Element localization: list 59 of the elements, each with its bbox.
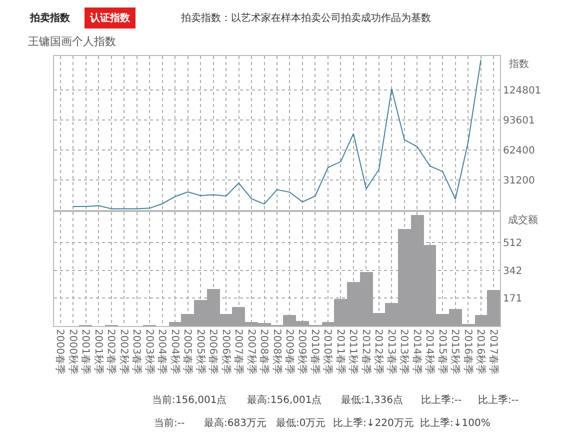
x-tick-label: 2016春季: [462, 329, 474, 374]
x-tick-label: 2007春季: [232, 329, 245, 374]
text: 认证指数: [89, 12, 131, 24]
text: 比上季:--: [421, 394, 462, 406]
x-tick-label: 2009春季: [283, 329, 296, 374]
y-axis-title: 成交额: [508, 214, 538, 226]
x-tick-label: 2010春季: [308, 329, 321, 374]
y-tick-label: 342: [503, 266, 522, 277]
y-tick-label: 93601: [503, 115, 535, 126]
text: 当前:--: [154, 417, 185, 429]
text: 比上季:↓220万元: [333, 417, 414, 429]
x-tick-label: 2015秋季: [449, 329, 462, 374]
text: 拍卖指数：以艺术家在样本拍卖公司拍卖成功作品为基数: [180, 12, 431, 24]
x-tick-label: 2001春季: [80, 329, 92, 374]
text: 拍卖指数: [29, 12, 71, 24]
text: 比上季:↓100%: [420, 417, 490, 429]
x-tick-label: 2013秋季: [398, 329, 410, 374]
y-tick-label: 31200: [503, 175, 535, 186]
x-tick-label: 2004春季: [156, 329, 168, 374]
x-tick-label: 2014春季: [410, 329, 423, 374]
y-tick-label: 124801: [503, 85, 542, 96]
x-tick-label: 2015春季: [436, 329, 448, 374]
x-tick-label: 2013春季: [385, 329, 398, 374]
x-tick-label: 2005秋季: [194, 329, 206, 374]
y-tick-label: 512: [503, 238, 522, 250]
x-tick-label: 2001秋季: [92, 329, 104, 374]
x-tick-label: 2010秋季: [322, 329, 334, 374]
x-tick-label: 2002春季: [105, 329, 118, 374]
y-tick-label: 62400: [503, 145, 535, 156]
y-tick-label: 171: [503, 294, 522, 305]
x-tick-label: 2000秋季: [66, 329, 79, 374]
x-tick-label: 2011秋季: [347, 329, 360, 374]
x-tick-label: 2017春季: [487, 329, 500, 374]
x-tick-label: 2016秋季: [474, 329, 487, 374]
text: 比上季:--: [478, 394, 519, 406]
x-tick-label: 2014秋季: [424, 329, 436, 374]
x-tick-label: 2012春季: [360, 329, 372, 374]
x-tick-label: 2006秋季: [220, 329, 232, 374]
x-tick-label: 2004秋季: [168, 329, 181, 374]
x-tick-label: 2007秋季: [245, 329, 258, 374]
text: 当前:156,001点: [152, 394, 227, 406]
chart-title: 王镛国画个人指数: [28, 35, 116, 48]
text: 最低:1,336点: [341, 394, 403, 406]
y-axis-title: 指数: [508, 58, 529, 70]
text: 最高:683万元: [204, 417, 266, 429]
x-tick-label: 2008春季: [258, 329, 270, 374]
x-tick-label: 2008秋季: [270, 329, 283, 374]
line-series: [72, 59, 482, 210]
x-tick-label: 2002秋季: [118, 329, 130, 374]
text: 最高:156,001点: [247, 394, 322, 406]
x-tick-label: 2011春季: [334, 329, 346, 374]
text: 最低:0万元: [276, 418, 326, 429]
x-tick-label: 2005春季: [182, 329, 194, 374]
x-tick-label: 2003秋季: [143, 329, 156, 374]
x-tick-label: 2009秋季: [296, 329, 308, 374]
x-tick-label: 2000春季: [54, 329, 66, 374]
x-tick-label: 2003春季: [130, 329, 143, 374]
x-tick-label: 2012秋季: [372, 329, 385, 374]
x-tick-label: 2006春季: [207, 329, 220, 374]
